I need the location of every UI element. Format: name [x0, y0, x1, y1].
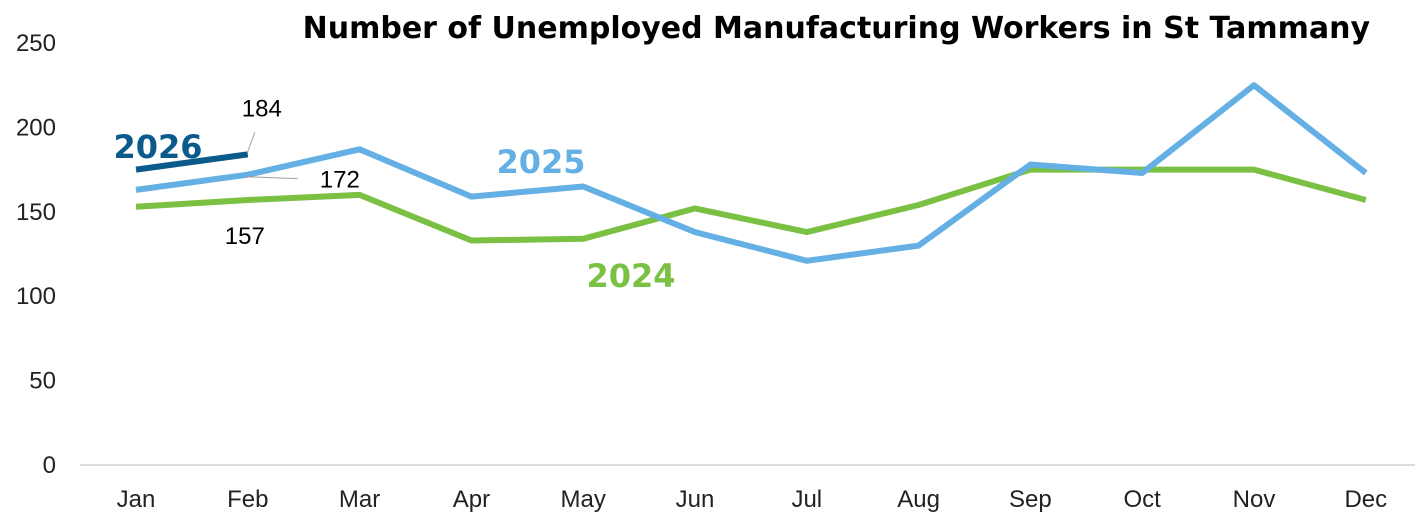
x-tick-label: Feb: [227, 486, 268, 512]
series-label-2025: 2025: [496, 143, 585, 181]
y-tick-label: 50: [29, 368, 56, 395]
x-tick-label: Oct: [1124, 486, 1162, 512]
data-label-2025-feb: 172: [320, 167, 360, 194]
x-axis-ticks: Jan Feb Mar Apr May Jun Jul Aug Sep Oct Nov Dec: [117, 486, 1387, 512]
x-tick-label: May: [561, 486, 606, 512]
x-tick-label: Dec: [1344, 486, 1387, 512]
x-tick-label: Jan: [117, 486, 156, 512]
x-tick-label: Aug: [897, 486, 940, 512]
x-tick-label: Apr: [453, 486, 490, 512]
y-tick-label: 150: [16, 199, 56, 226]
y-tick-label: 250: [16, 30, 56, 57]
series-lines: [135, 82, 1368, 264]
y-axis-ticks: 0 50 100 150 200 250: [16, 30, 56, 479]
series-label-2026: 2026: [113, 128, 202, 166]
y-tick-label: 200: [16, 114, 56, 141]
series-label-2024: 2024: [586, 257, 675, 295]
series-line-2024: [135, 166, 1367, 244]
chart-title: Number of Unemployed Manufacturing Worke…: [303, 11, 1371, 46]
data-label-2024-feb: 157: [225, 223, 265, 250]
x-tick-label: Jul: [791, 486, 822, 512]
label-connectors: [243, 132, 298, 180]
data-label-leader: [247, 132, 256, 152]
data-label-2026-feb: 184: [242, 95, 282, 122]
x-tick-label: Sep: [1009, 486, 1052, 512]
series-line-2025: [135, 82, 1368, 264]
series-labels: 2024 2025 2026: [113, 128, 675, 295]
data-labels: 184 172 157: [225, 95, 360, 250]
x-tick-label: Nov: [1233, 486, 1276, 512]
data-label-leader: [243, 176, 298, 180]
x-tick-label: Mar: [339, 486, 380, 512]
y-tick-label: 0: [43, 452, 56, 479]
y-tick-label: 100: [16, 283, 56, 310]
series-line-2026: [135, 151, 249, 173]
x-tick-label: Jun: [676, 486, 715, 512]
